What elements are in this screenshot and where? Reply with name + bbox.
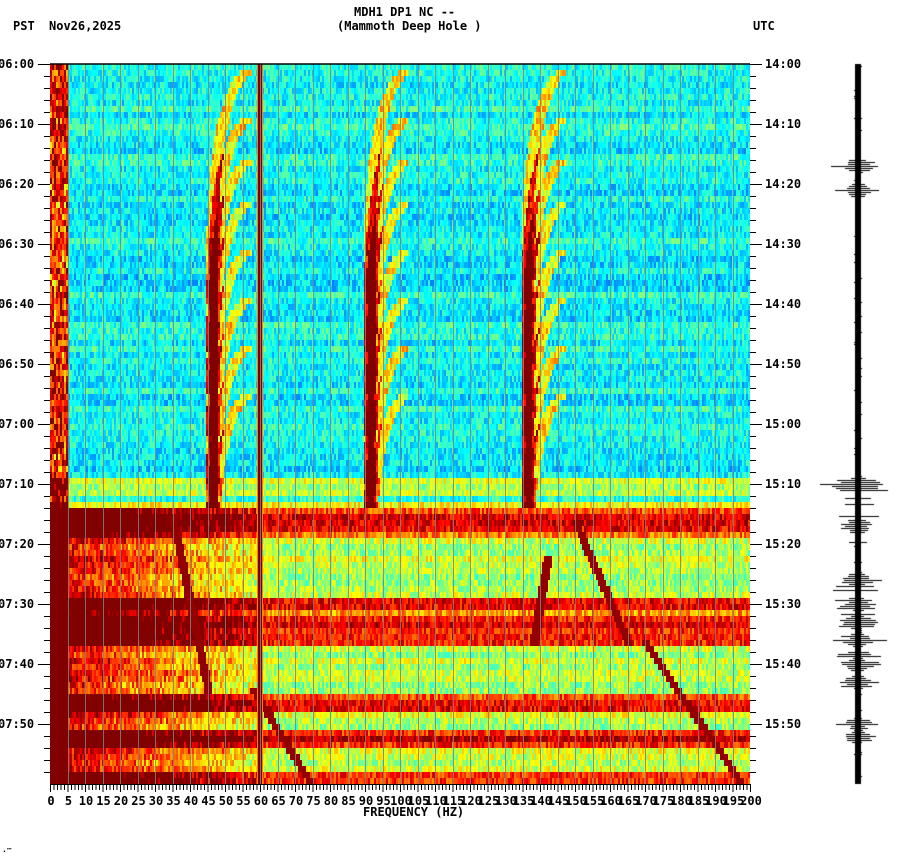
y-tick-label-left: 07:10 [0,477,35,491]
x-tick-label: 125 [477,794,500,808]
x-tick-label: 30 [148,794,164,808]
x-tick-label: 190 [705,794,727,808]
x-tick-label: 115 [442,794,465,808]
x-tick-label: 95 [376,794,391,808]
x-tick-label: 85 [341,794,356,808]
y-tick-label-right: 14:30 [765,237,802,251]
y-tick-label-left: 07:30 [0,597,35,611]
y-tick-label-right: 14:00 [765,57,802,71]
x-tick-label: 75 [306,794,321,808]
title-line-1: MDH1 DP1 NC -- [354,5,456,19]
x-tick-label: 55 [236,794,251,808]
x-tick-label: 200 [740,794,762,808]
x-tick-label: 60 [253,794,269,808]
y-tick-label-left: 06:00 [0,57,35,71]
x-tick-label: 15 [96,794,111,808]
x-tick-label: 185 [687,794,710,808]
x-tick-label: 145 [547,794,570,808]
x-tick-label: 175 [652,794,675,808]
x-tick-label: 35 [166,794,181,808]
y-tick-label-left: 06:10 [0,117,35,131]
y-tick-label-right: 14:40 [765,297,802,311]
x-tick-label: 155 [582,794,605,808]
x-axis-title: FREQUENCY (HZ) [363,805,465,819]
x-tick-label: 140 [530,794,552,808]
x-tick-label: 5 [64,794,73,808]
y-tick-label-right: 15:00 [765,417,802,431]
x-tick-label: 135 [512,794,535,808]
x-tick-label: 90 [358,794,374,808]
x-tick-label: 165 [617,794,640,808]
x-tick-label: 130 [495,794,517,808]
x-tick-label: 45 [201,794,216,808]
y-tick-label-left: 07:50 [0,717,35,731]
y-tick-label-left: 06:30 [0,237,35,251]
y-tick-label-left: 06:50 [0,357,35,371]
y-tick-label-right: 15:50 [765,717,802,731]
spectrogram-plot [50,64,750,784]
x-tick-label: 180 [670,794,692,808]
right-timezone-label: UTC [753,19,775,33]
x-tick-label: 100 [390,794,412,808]
left-timezone-label: PST [13,19,35,33]
y-tick-label-left: 06:20 [0,177,35,191]
y-tick-label-right: 15:10 [765,477,802,491]
title-line-2: (Mammoth Deep Hole ) [337,19,482,33]
x-tick-label: 105 [407,794,430,808]
x-tick-label: 110 [425,794,447,808]
x-tick-label: 65 [271,794,286,808]
y-tick-label-right: 14:10 [765,117,802,131]
y-tick-label-left: 07:00 [0,417,35,431]
y-tick-label-left: 07:20 [0,537,35,551]
x-tick-label: 195 [722,794,745,808]
x-tick-label: 70 [288,794,304,808]
y-tick-label-right: 14:50 [765,357,802,371]
x-tick-label: 40 [183,794,199,808]
x-tick-label: 80 [323,794,339,808]
x-tick-label: 170 [635,794,657,808]
y-tick-label-right: 14:20 [765,177,802,191]
x-tick-label: 25 [131,794,146,808]
y-tick-label-right: 15:40 [765,657,802,671]
x-tick-label: 150 [565,794,587,808]
x-tick-label: 10 [78,794,94,808]
x-tick-label: 0 [47,794,55,808]
date-label: Nov26,2025 [49,19,122,33]
x-tick-label: 20 [113,794,129,808]
y-tick-label-right: 15:30 [765,597,802,611]
seismogram-trace [800,60,902,790]
y-tick-label-left: 06:40 [0,297,35,311]
y-tick-label-left: 07:40 [0,657,35,671]
footer-mark: ·‴ [2,847,12,856]
x-tick-label: 50 [218,794,234,808]
x-tick-label: 120 [460,794,482,808]
x-tick-label: 160 [600,794,622,808]
y-tick-label-right: 15:20 [765,537,802,551]
